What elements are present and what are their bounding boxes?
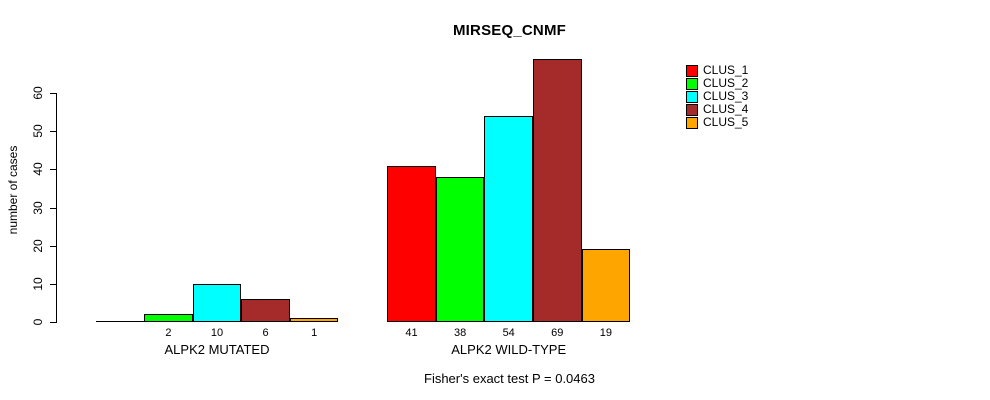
legend-label: CLUS_1 [703,63,749,77]
legend-label: CLUS_2 [703,76,749,90]
y-axis-label: number of cases [6,145,20,235]
legend-item: CLUS_4 [686,103,748,116]
y-axis-line [56,93,57,323]
bar-clus_4 [241,299,290,322]
legend-label: CLUS_5 [703,115,749,129]
legend-swatch-clus_2 [686,77,698,90]
bar-count-label: 54 [502,327,515,339]
y-tick-label: 20 [31,238,45,253]
legend-item: CLUS_2 [686,77,748,90]
legend-label: CLUS_4 [703,102,749,116]
bar-count-label: 41 [405,327,418,339]
y-tick-label: 40 [31,162,45,177]
bar-clus_1 [387,165,436,322]
bar-clus_2 [435,176,485,322]
y-axis-tick [50,207,56,209]
bar-count-label: 10 [210,327,224,339]
annotation-text: Fisher's exact test P = 0.0463 [424,371,595,386]
group-label: ALPK2 MUTATED [164,342,270,357]
bar-clus_2 [144,314,193,322]
bar-count-label: 19 [599,327,613,339]
legend-swatch-clus_1 [686,64,698,77]
chart-title: MIRSEQ_CNMF [452,22,567,39]
y-tick-label: 30 [31,200,45,215]
bar-count-label: 69 [551,327,564,339]
y-axis-tick [50,169,56,171]
legend-item: CLUS_5 [686,116,748,129]
bar-clus_1-zero [95,321,145,322]
bar-count-label: 2 [165,327,172,339]
legend: CLUS_1 CLUS_2 CLUS_3 CLUS_4 CLUS_5 [686,64,748,129]
y-axis-tick [50,93,56,94]
legend-item: CLUS_3 [686,90,748,103]
group-label: ALPK2 WILD-TYPE [451,342,567,357]
bar-clus_3 [192,283,242,322]
legend-swatch-clus_3 [686,90,698,103]
y-tick-label: 0 [31,318,45,326]
y-tick-label: 50 [31,124,45,138]
y-tick-label: 10 [31,277,45,291]
bar-clus_3 [484,115,533,322]
bar-clus_5 [581,249,631,322]
legend-label: CLUS_3 [703,89,749,103]
legend-swatch-clus_5 [686,116,698,129]
y-tick-label: 60 [31,86,45,100]
y-axis-tick [50,131,56,133]
bar-clus_4 [533,58,582,322]
y-axis-tick [50,245,56,247]
legend-item: CLUS_1 [686,64,748,77]
legend-swatch-clus_4 [686,103,698,116]
y-axis-tick [50,283,56,285]
bar-count-label: 38 [453,327,467,339]
bar-clus_5 [289,318,339,322]
y-axis-tick [50,322,56,323]
bar-count-label: 1 [311,327,318,339]
bar-count-label: 6 [262,327,269,339]
